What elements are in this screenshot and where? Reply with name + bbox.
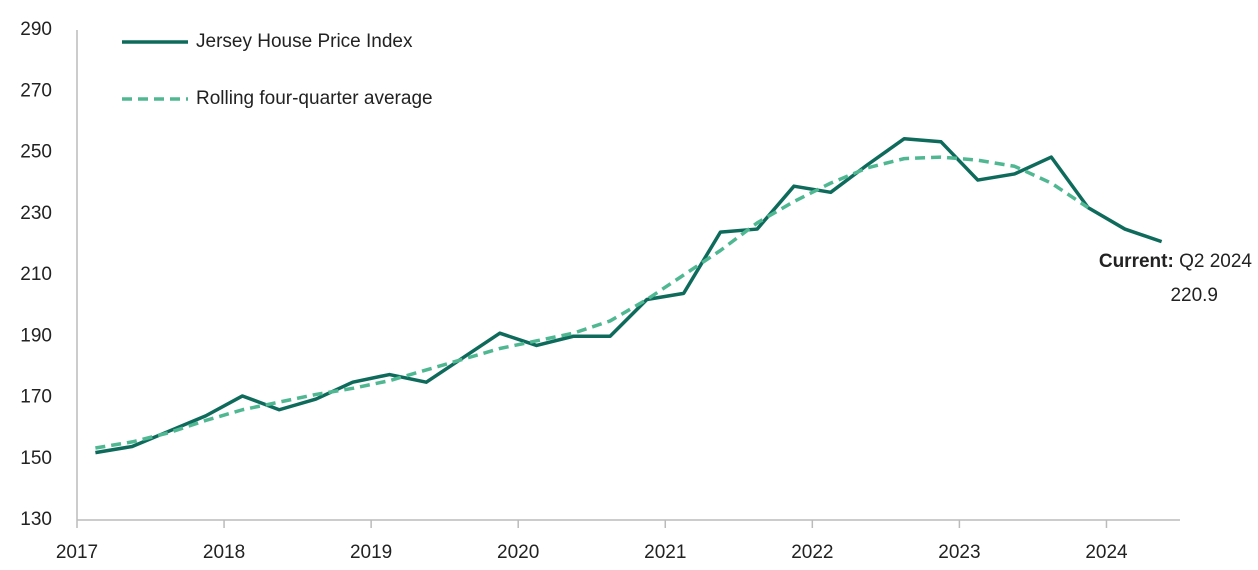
y-tick-label: 130 (20, 509, 52, 530)
y-tick-label: 170 (20, 387, 52, 408)
y-tick-label: 290 (20, 19, 52, 40)
x-tick-label: 2017 (56, 542, 98, 563)
y-tick-label: 230 (20, 203, 52, 224)
y-tick-label: 250 (20, 142, 52, 163)
annotation-value: 220.9 (1170, 285, 1218, 306)
legend-label: Jersey House Price Index (196, 31, 413, 52)
x-tick-label: 2018 (203, 542, 245, 563)
y-tick-label: 270 (20, 80, 52, 101)
x-tick-label: 2024 (1085, 542, 1128, 563)
x-tick-label: 2020 (497, 542, 539, 563)
y-tick-label: 190 (20, 325, 52, 346)
series-line (95, 136, 1163, 455)
legend-label: Rolling four-quarter average (196, 88, 433, 109)
x-tick-label: 2019 (350, 542, 392, 563)
x-tick-label: 2022 (791, 542, 833, 563)
series-line (95, 155, 1090, 450)
annotation-label: Current: (1099, 251, 1174, 272)
annotation-period: Q2 2024 (1179, 251, 1252, 272)
x-tick-label: 2023 (938, 542, 980, 563)
y-tick-label: 210 (20, 264, 52, 285)
annotation: Current: Q2 2024 (1099, 251, 1253, 272)
x-tick-label: 2021 (644, 542, 686, 563)
y-tick-label: 150 (20, 448, 52, 469)
